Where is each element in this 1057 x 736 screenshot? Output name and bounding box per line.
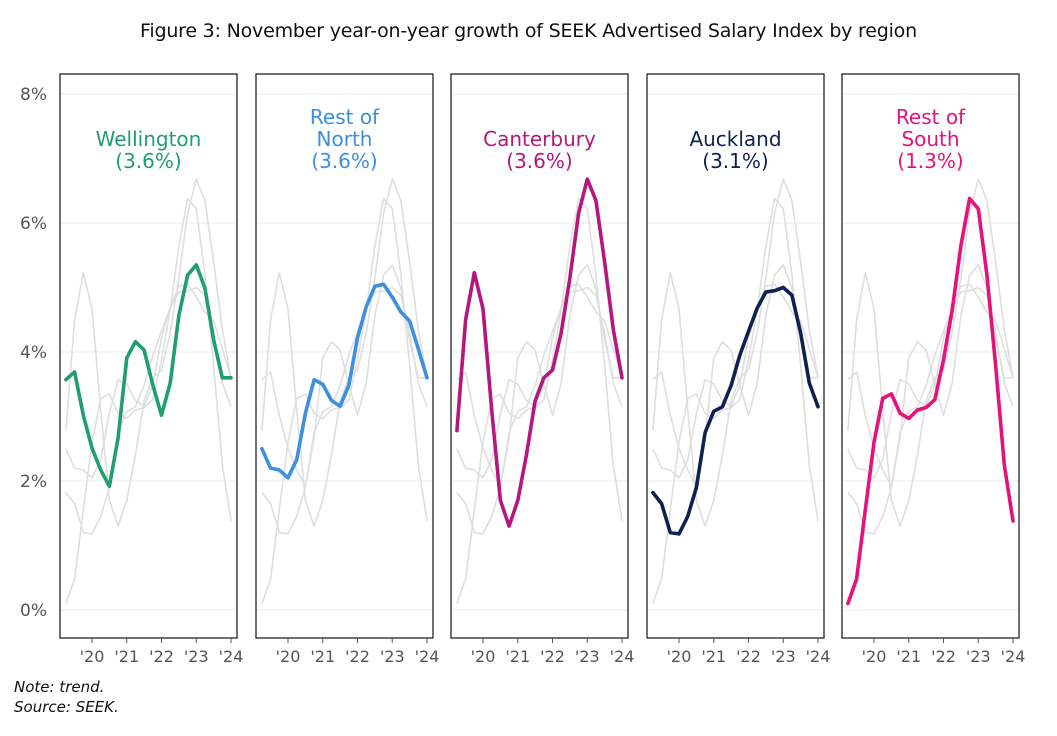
x-tick-label: '23 <box>966 647 991 666</box>
x-tick-label: '23 <box>771 647 796 666</box>
panel-label-name: Wellington <box>96 127 202 151</box>
panel-label-name: Auckland <box>689 127 781 151</box>
panel-label-value: (1.3%) <box>897 149 963 173</box>
background-series-line-auckland <box>261 286 428 535</box>
footnote-note: Note: trend. <box>14 678 105 696</box>
x-tick-label: '22 <box>149 647 174 666</box>
x-tick-label: '20 <box>667 647 692 666</box>
series-line-auckland <box>651 285 820 536</box>
panel-label-name: South <box>901 127 959 151</box>
panel-label-name: Rest of <box>310 105 380 129</box>
panel-label-value: (3.1%) <box>702 149 768 173</box>
background-series-line-rest-of-south <box>261 197 428 604</box>
x-tick-label: '20 <box>276 647 301 666</box>
x-tick-label: '22 <box>540 647 565 666</box>
series-line-rest-of-south <box>846 196 1015 606</box>
x-tick-label: '21 <box>896 647 921 666</box>
panel-label-name: North <box>317 127 373 151</box>
x-tick-label: '23 <box>184 647 209 666</box>
x-tick-label: '21 <box>505 647 530 666</box>
background-series-line-rest-of-north <box>652 283 819 479</box>
series-line-canterbury <box>455 177 624 528</box>
x-tick-label: '24 <box>1001 647 1026 666</box>
background-series-line-auckland <box>456 286 623 535</box>
background-series-line-rest-of-north <box>847 283 1014 479</box>
background-series-line-rest-of-south <box>456 197 623 604</box>
background-series-line-auckland <box>847 286 1014 535</box>
panel-label-value: (3.6%) <box>506 149 572 173</box>
x-tick-label: '21 <box>114 647 139 666</box>
series-line-rest-of-north <box>260 282 429 480</box>
background-series-line-rest-of-south <box>65 197 232 604</box>
background-series-line-auckland <box>65 286 232 535</box>
y-tick-label: 8% <box>20 85 47 105</box>
x-tick-label: '21 <box>701 647 726 666</box>
x-tick-label: '22 <box>345 647 370 666</box>
panel-label-value: (3.6%) <box>115 149 181 173</box>
panel-label-name: Canterbury <box>483 127 596 151</box>
panel-frame <box>841 73 1020 639</box>
x-tick-label: '22 <box>736 647 761 666</box>
background-series-line-canterbury <box>847 178 1014 527</box>
panel-frame <box>646 73 825 639</box>
x-tick-label: '24 <box>219 647 244 666</box>
y-tick-label: 0% <box>20 601 47 621</box>
y-tick-label: 6% <box>20 214 47 234</box>
background-series-line-canterbury <box>65 178 232 527</box>
footnote-source: Source: SEEK. <box>14 698 119 716</box>
chart-title: Figure 3: November year-on-year growth o… <box>140 20 917 42</box>
x-tick-label: '24 <box>610 647 635 666</box>
panel-label-name: Rest of <box>896 105 966 129</box>
x-tick-label: '20 <box>862 647 887 666</box>
x-tick-label: '24 <box>415 647 440 666</box>
x-tick-label: '23 <box>380 647 405 666</box>
panel-frame <box>450 73 629 639</box>
y-tick-label: 2% <box>20 472 47 492</box>
y-axis: 0% 2% 4% 6% 8% <box>20 85 47 621</box>
x-tick-label: '20 <box>471 647 496 666</box>
background-series-line-rest-of-north <box>65 283 232 479</box>
panel-label-value: (3.6%) <box>311 149 377 173</box>
background-series-line-rest-of-south <box>652 197 819 604</box>
panel-canterbury: '20 '21 '22 '23 '24 Canterbury(3.6%) <box>450 73 635 666</box>
x-tick-label: '24 <box>806 647 831 666</box>
x-tick-label: '20 <box>80 647 105 666</box>
background-series-line-rest-of-north <box>456 283 623 479</box>
panel-frame <box>255 73 434 639</box>
panel-auckland: '20 '21 '22 '23 '24 Auckland(3.1%) <box>646 73 831 666</box>
background-series-line-canterbury <box>261 178 428 527</box>
x-tick-label: '23 <box>575 647 600 666</box>
x-tick-label: '21 <box>310 647 335 666</box>
x-tick-label: '22 <box>931 647 956 666</box>
panel-frame <box>59 73 238 639</box>
y-tick-label: 4% <box>20 343 47 363</box>
background-series-line-canterbury <box>652 178 819 527</box>
series-line-wellington <box>64 263 233 489</box>
panel-wellington: '20 '21 '22 '23 '24 Wellington(3.6%) <box>59 73 244 666</box>
panels: '20'21'22'23'24Wellington(3.6%)'20'21'22… <box>59 73 1026 666</box>
